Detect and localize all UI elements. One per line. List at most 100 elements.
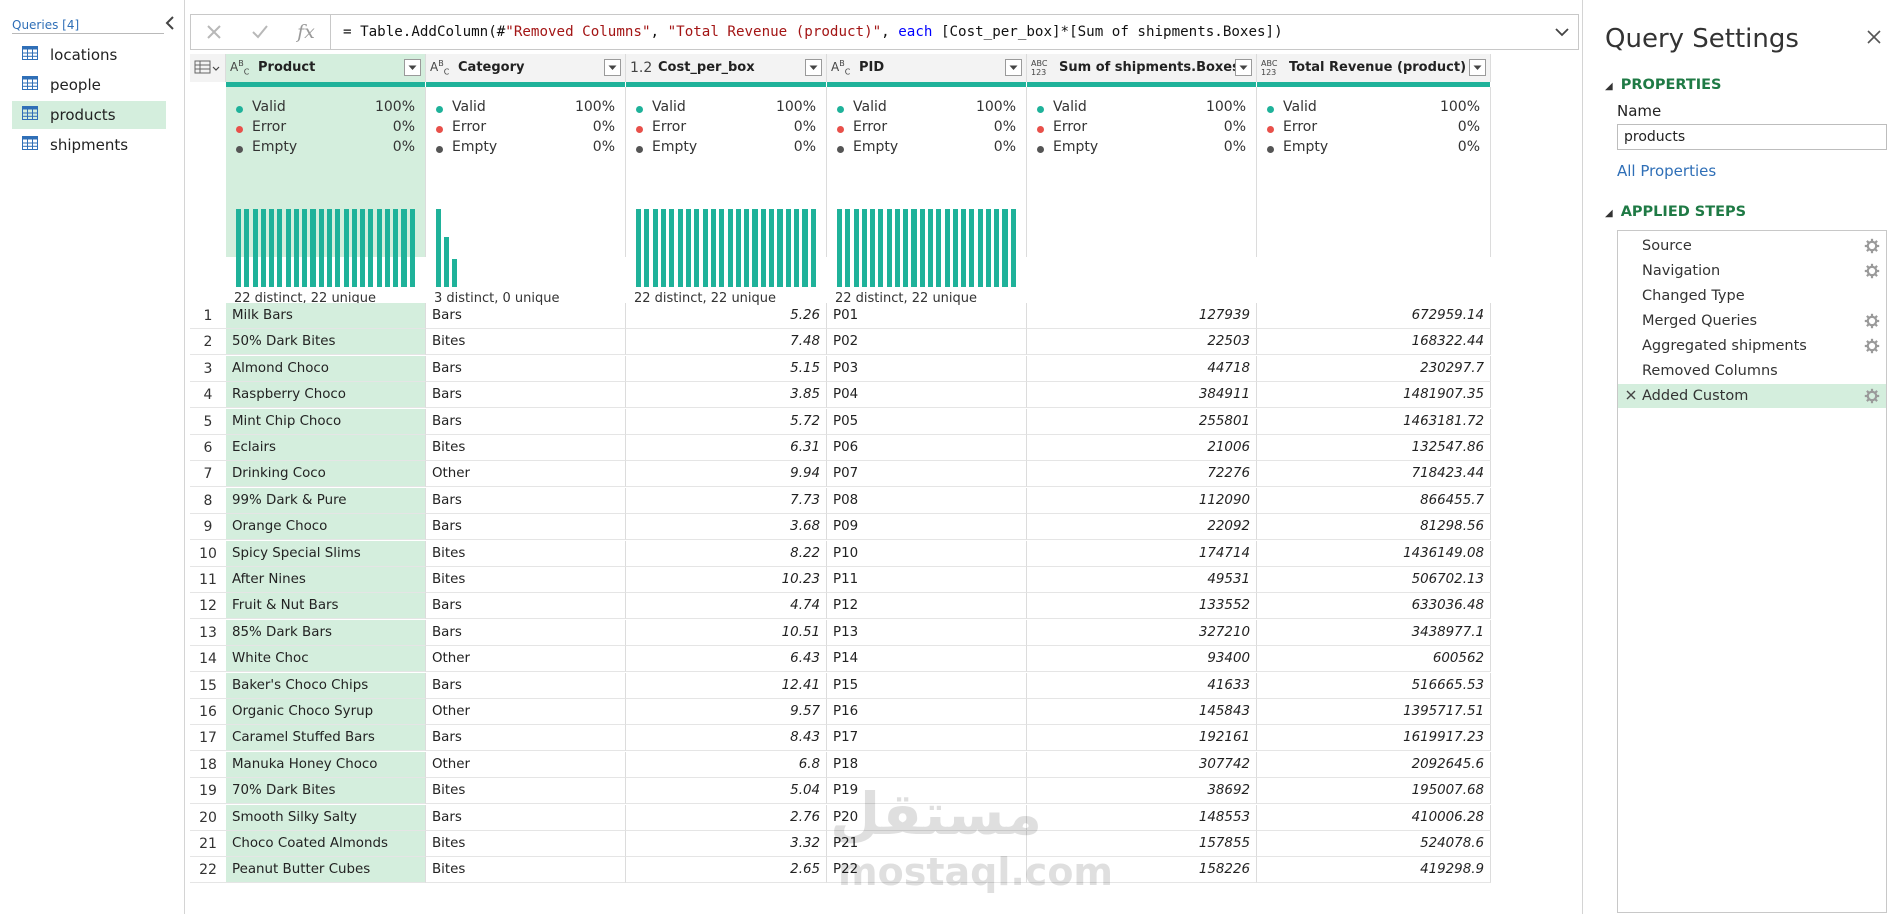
column-header-cost-per-box[interactable]: 1.2 Cost_per_box (626, 54, 827, 82)
table-cell[interactable]: Almond Choco (226, 355, 426, 382)
table-cell[interactable]: P04 (827, 382, 1027, 409)
table-cell[interactable]: 168322.44 (1257, 329, 1491, 356)
table-cell[interactable]: P01 (827, 303, 1027, 329)
row-number[interactable]: 1 (190, 303, 226, 329)
chevron-down-icon[interactable] (604, 59, 621, 76)
table-cell[interactable]: Manuka Honey Choco (226, 751, 426, 778)
table-cell[interactable]: 158226 (1027, 857, 1257, 884)
table-cell[interactable]: 419298.9 (1257, 857, 1491, 884)
column-header-pid[interactable]: ABC PID (827, 54, 1027, 82)
table-cell[interactable]: Bites (426, 831, 626, 857)
query-item-shipments[interactable]: shipments (12, 131, 166, 159)
table-cell[interactable]: P14 (827, 646, 1027, 673)
row-number[interactable]: 6 (190, 435, 226, 461)
table-cell[interactable]: 327210 (1027, 619, 1257, 646)
row-number[interactable]: 17 (190, 725, 226, 752)
table-cell[interactable]: 44718 (1027, 355, 1257, 382)
table-cell[interactable]: 195007.68 (1257, 778, 1491, 805)
table-cell[interactable]: 506702.13 (1257, 567, 1491, 593)
table-cell[interactable]: 10.51 (626, 619, 827, 646)
table-cell[interactable]: Bars (426, 303, 626, 329)
table-cell[interactable]: Caramel Stuffed Bars (226, 725, 426, 752)
all-properties-link[interactable]: All Properties (1617, 162, 1717, 180)
table-cell[interactable]: 4.74 (626, 593, 827, 620)
table-cell[interactable]: 157855 (1027, 831, 1257, 857)
table-cell[interactable]: Baker's Choco Chips (226, 672, 426, 699)
gear-icon[interactable] (1864, 313, 1880, 329)
chevron-left-icon[interactable] (162, 14, 178, 32)
row-number[interactable]: 5 (190, 408, 226, 435)
table-cell[interactable]: 9.94 (626, 461, 827, 488)
table-cell[interactable]: 633036.48 (1257, 593, 1491, 620)
table-cell[interactable]: 148553 (1027, 804, 1257, 831)
row-number[interactable]: 20 (190, 804, 226, 831)
column-header-category[interactable]: ABC Category (426, 54, 626, 82)
table-cell[interactable]: 49531 (1027, 567, 1257, 593)
table-cell[interactable]: 410006.28 (1257, 804, 1491, 831)
row-number[interactable]: 13 (190, 619, 226, 646)
query-item-locations[interactable]: locations (12, 41, 166, 69)
table-cell[interactable]: 38692 (1027, 778, 1257, 805)
chevron-down-icon[interactable] (805, 59, 822, 76)
row-number[interactable]: 7 (190, 461, 226, 488)
table-cell[interactable]: 112090 (1027, 487, 1257, 514)
table-cell[interactable]: Bars (426, 382, 626, 409)
table-cell[interactable]: P03 (827, 355, 1027, 382)
table-cell[interactable]: 50% Dark Bites (226, 329, 426, 356)
decimal-type-icon[interactable]: 1.2 (630, 60, 653, 76)
column-header-product[interactable]: ABC Product (226, 54, 426, 82)
table-cell[interactable]: 132547.86 (1257, 435, 1491, 461)
table-cell[interactable]: 1463181.72 (1257, 408, 1491, 435)
table-cell[interactable]: 3438977.1 (1257, 619, 1491, 646)
table-cell[interactable]: Bites (426, 567, 626, 593)
table-cell[interactable]: 8.22 (626, 540, 827, 567)
row-number[interactable]: 10 (190, 540, 226, 567)
table-cell[interactable]: P21 (827, 831, 1027, 857)
row-number[interactable]: 3 (190, 355, 226, 382)
table-cell[interactable]: P13 (827, 619, 1027, 646)
table-cell[interactable]: 3.68 (626, 514, 827, 541)
table-cell[interactable]: Bars (426, 408, 626, 435)
table-cell[interactable]: P08 (827, 487, 1027, 514)
table-cell[interactable]: Bars (426, 514, 626, 541)
table-cell[interactable]: P16 (827, 699, 1027, 725)
table-cell[interactable]: Bites (426, 329, 626, 356)
query-item-products[interactable]: products (12, 101, 166, 129)
table-cell[interactable]: 99% Dark & Pure (226, 487, 426, 514)
table-cell[interactable]: 1481907.35 (1257, 382, 1491, 409)
table-cell[interactable]: P11 (827, 567, 1027, 593)
table-cell[interactable]: P05 (827, 408, 1027, 435)
table-cell[interactable]: 2.65 (626, 857, 827, 884)
table-cell[interactable]: P17 (827, 725, 1027, 752)
table-cell[interactable]: 145843 (1027, 699, 1257, 725)
table-cell[interactable]: P15 (827, 672, 1027, 699)
table-cell[interactable]: Milk Bars (226, 303, 426, 329)
table-cell[interactable]: 9.57 (626, 699, 827, 725)
table-cell[interactable]: Bars (426, 355, 626, 382)
row-number[interactable]: 18 (190, 751, 226, 778)
table-cell[interactable]: Fruit & Nut Bars (226, 593, 426, 620)
table-cell[interactable]: Other (426, 699, 626, 725)
table-cell[interactable]: 70% Dark Bites (226, 778, 426, 805)
table-cell[interactable]: Other (426, 461, 626, 488)
table-cell[interactable]: 81298.56 (1257, 514, 1491, 541)
table-cell[interactable]: 192161 (1027, 725, 1257, 752)
table-cell[interactable]: 10.23 (626, 567, 827, 593)
row-number[interactable]: 8 (190, 487, 226, 514)
table-cell[interactable]: 5.26 (626, 303, 827, 329)
applied-steps-section-title[interactable]: ◢ APPLIED STEPS (1605, 204, 1746, 220)
chevron-down-icon[interactable] (1235, 59, 1252, 76)
column-header-sum-of-shipments-boxes[interactable]: ABC 123 Sum of shipments.Boxes (1027, 54, 1257, 82)
formula-input[interactable]: = Table.AddColumn(#"Removed Columns", "T… (343, 15, 1283, 49)
table-cell[interactable]: 7.48 (626, 329, 827, 356)
table-cell[interactable]: 7.73 (626, 487, 827, 514)
table-cell[interactable]: 93400 (1027, 646, 1257, 673)
table-cell[interactable]: 1436149.08 (1257, 540, 1491, 567)
table-cell[interactable]: P20 (827, 804, 1027, 831)
table-cell[interactable]: 3.32 (626, 831, 827, 857)
table-cell[interactable]: Eclairs (226, 435, 426, 461)
delete-step-icon[interactable] (1624, 384, 1638, 408)
table-cell[interactable]: Raspberry Choco (226, 382, 426, 409)
table-cell[interactable]: P12 (827, 593, 1027, 620)
applied-step-navigation[interactable]: Navigation (1618, 259, 1886, 283)
